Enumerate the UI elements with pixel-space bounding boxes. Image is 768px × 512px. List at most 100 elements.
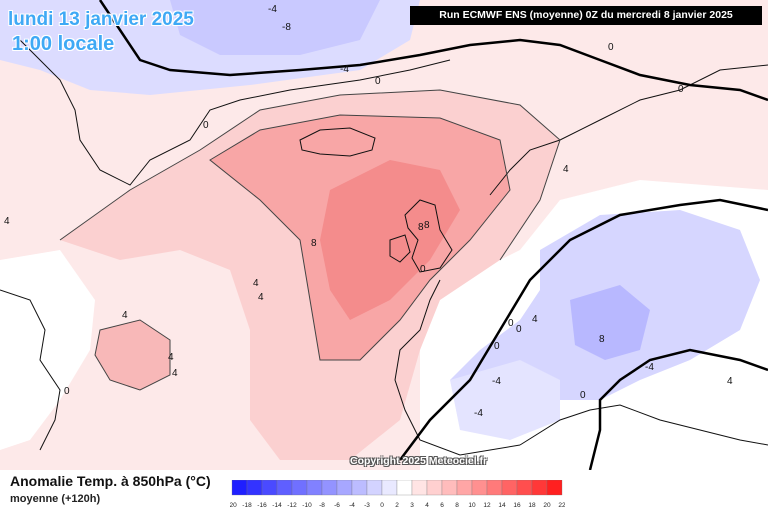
color-scale-tick-label: 8	[455, 502, 459, 509]
color-scale-swatch	[411, 480, 428, 496]
color-scale-tick-label: -12	[287, 502, 297, 509]
contour-4-west-patch	[94, 319, 171, 391]
contour-label: -4	[474, 408, 483, 419]
coast-north-america	[0, 289, 61, 451]
contour-value-labels: -4 -8 0 -4 0 0 0 0 4 4 8 8 8 4 4 4 4 4 0…	[4, 4, 733, 419]
color-scale-tick-label: -18	[242, 502, 252, 509]
contour-label: 8	[599, 334, 605, 345]
color-scale-swatch	[276, 480, 293, 496]
contour-label: 4	[563, 164, 569, 175]
color-scale-swatch	[531, 480, 548, 496]
anomaly-contours	[59, 89, 561, 391]
coastlines	[0, 39, 768, 456]
contour-label: 4	[727, 376, 733, 387]
isotherm-south	[588, 348, 768, 470]
cold-zone-balkans-core	[570, 285, 650, 360]
contour-label: 0	[580, 390, 586, 401]
color-scale-swatches	[231, 480, 563, 496]
neutral-zone-west	[0, 250, 95, 450]
color-scale-swatch	[486, 480, 503, 496]
color-scale-swatch	[336, 480, 353, 496]
color-scale-swatch	[381, 480, 398, 496]
contour-label: 4	[4, 216, 10, 227]
model-run-banner: Run ECMWF ENS (moyenne) 0Z du mercredi 8…	[410, 6, 762, 25]
color-scale-swatch	[516, 480, 533, 496]
contour-label: 4	[258, 292, 264, 303]
color-scale-swatch	[456, 480, 473, 496]
contour-label: -4	[492, 376, 501, 387]
contour-label: -4	[340, 64, 349, 75]
color-scale-swatch	[546, 480, 563, 496]
coast-europe-west	[394, 279, 521, 456]
color-scale-swatch	[261, 480, 278, 496]
color-scale-swatch	[441, 480, 458, 496]
cold-zone-southwest	[450, 360, 560, 440]
color-scale-tick-label: -3	[364, 502, 370, 509]
color-scale-tick-label: 3	[410, 502, 414, 509]
color-scale-tick-label: 18	[528, 502, 536, 509]
color-scale-swatch	[396, 480, 413, 496]
cold-zone-northwest-core	[170, 0, 380, 55]
contour-label: 0	[203, 120, 209, 131]
color-scale-swatch	[351, 480, 368, 496]
contour-label: 4	[122, 310, 128, 321]
color-scale-swatch	[291, 480, 308, 496]
contour-label: 8	[418, 222, 424, 233]
color-scale-swatch	[231, 480, 248, 496]
color-scale-tick-label: -6	[334, 502, 340, 509]
warm-patch-west	[95, 320, 170, 390]
color-scale-tick-label: 12	[483, 502, 491, 509]
contour-label: 0	[420, 264, 426, 275]
color-scale-tick-label: 10	[468, 502, 476, 509]
color-scale-tick-label: 2	[395, 502, 399, 509]
contour-4-atlantic	[59, 89, 561, 261]
contour-label: 4	[172, 368, 178, 379]
contour-label: -4	[268, 4, 277, 15]
anomaly-map: -4 -8 0 -4 0 0 0 0 4 4 8 8 8 4 4 4 4 4 0…	[0, 0, 768, 470]
contour-label: 8	[311, 238, 317, 249]
contour-label: 4	[253, 278, 259, 289]
forecast-time-title: 1:00 locale	[12, 33, 115, 55]
forecast-date-title: lundi 13 janvier 2025	[8, 9, 194, 30]
contour-label: 0	[516, 324, 522, 335]
coast-ireland	[389, 234, 411, 263]
color-scale-tick-label: 14	[498, 502, 506, 509]
color-scale-tick-label: 6	[440, 502, 444, 509]
color-scale-tick-label: -10	[302, 502, 312, 509]
coast-greenland	[19, 39, 451, 186]
contour-label: -4	[645, 362, 654, 373]
coast-britain	[404, 199, 453, 273]
color-scale-tick-label: -14	[272, 502, 282, 509]
color-scale-tick-label: 0	[380, 502, 384, 509]
color-scale-swatch	[471, 480, 488, 496]
zero-isotherms	[98, 0, 768, 470]
contour-label: 0	[608, 42, 614, 53]
color-scale-tick-label: 4	[425, 502, 429, 509]
color-scale-tick-label: 16	[513, 502, 521, 509]
contour-label: 0	[375, 76, 381, 87]
contour-label: 4	[532, 314, 538, 325]
color-scale-tick-label: -16	[257, 502, 267, 509]
coast-mediterranean	[519, 404, 768, 446]
color-scale-tick-label: -4	[349, 502, 355, 509]
color-scale-ticks: -20 -18 -16 -14 -12 -10 -8 -6 -4 -3 0 2 3 4 6 8 10 12 14 16…	[230, 502, 565, 509]
contour-label: 8	[424, 220, 430, 231]
color-scale-tick-label: 22	[558, 502, 565, 509]
color-scale-swatch	[321, 480, 338, 496]
contour-8-atlantic	[209, 114, 511, 361]
isotherm-north	[98, 0, 768, 102]
contour-label: -8	[282, 22, 291, 33]
coast-iceland	[299, 127, 376, 157]
color-scale-legend: -20 -18 -16 -14 -12 -10 -8 -6 -4 -3 0 2 3 4 6 8 10 12 14 16…	[230, 480, 565, 509]
contour-label: 4	[168, 352, 174, 363]
color-scale-swatch	[366, 480, 383, 496]
color-scale-swatch	[306, 480, 323, 496]
color-scale-swatch	[501, 480, 518, 496]
color-scale-tick-label: -20	[230, 502, 237, 509]
contour-label: 0	[678, 84, 684, 95]
isotherm-east	[399, 198, 768, 461]
coast-scandinavia	[489, 64, 768, 196]
copyright-label: Copyright 2025 Meteociel.fr	[350, 455, 488, 467]
contour-label: 0	[64, 386, 70, 397]
